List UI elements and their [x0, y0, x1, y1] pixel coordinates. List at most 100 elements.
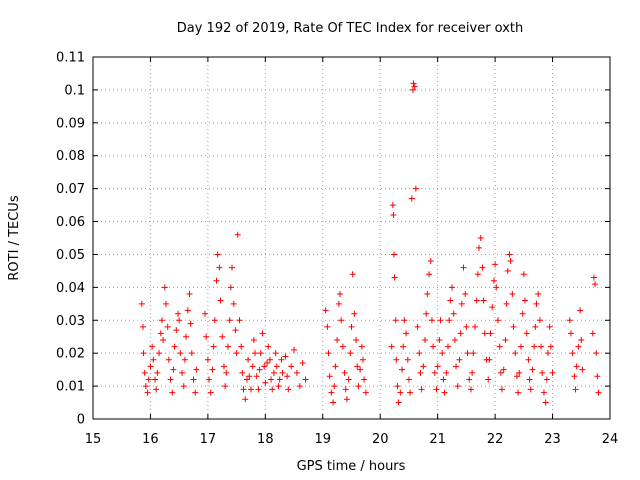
data-point: [232, 327, 239, 334]
data-point: [186, 290, 193, 297]
data-point: [184, 307, 191, 314]
data-point: [293, 369, 300, 376]
data-point: [575, 343, 582, 350]
data-point: [233, 350, 240, 357]
data-point: [153, 386, 160, 393]
data-point: [393, 356, 400, 363]
data-point: [140, 350, 147, 357]
axis-ticks: 15 16 17 18 19 20 21 22 23 24 0 0.01 0.02 0.03 0.04 0.0…: [56, 51, 618, 448]
data-point: [529, 366, 536, 373]
data-point: [462, 290, 469, 297]
data-point: [526, 376, 533, 383]
data-point: [525, 356, 532, 363]
data-point: [493, 284, 500, 291]
x-tick-label: 15: [85, 432, 102, 447]
data-point: [497, 369, 504, 376]
data-point: [571, 373, 578, 380]
data-point: [253, 373, 260, 380]
data-point: [246, 373, 253, 380]
data-point: [502, 337, 509, 344]
data-point: [330, 399, 337, 406]
data-point: [403, 330, 410, 337]
data-point: [543, 376, 550, 383]
data-point: [470, 350, 477, 357]
data-point: [273, 363, 280, 370]
data-point: [158, 317, 165, 324]
y-tick-label: 0: [77, 413, 85, 428]
data-point: [322, 307, 329, 314]
data-point: [507, 258, 514, 265]
data-point: [492, 261, 499, 268]
data-point: [337, 290, 344, 297]
y-tick-label: 0.09: [56, 116, 85, 131]
data-point: [223, 369, 230, 376]
data-point: [335, 300, 342, 307]
data-point: [149, 343, 156, 350]
data-point: [434, 363, 441, 370]
data-point: [206, 376, 213, 383]
data-point: [285, 386, 292, 393]
data-point: [230, 300, 237, 307]
data-point: [229, 264, 236, 271]
data-point: [142, 383, 149, 390]
y-tick-label: 0.08: [56, 149, 85, 164]
data-point: [430, 343, 437, 350]
plot-frame: [92, 56, 611, 420]
data-point: [517, 343, 524, 350]
data-point: [247, 386, 254, 393]
data-point: [489, 304, 496, 311]
data-point: [506, 251, 513, 258]
data-point: [355, 383, 362, 390]
data-point: [456, 356, 463, 363]
data-point: [239, 369, 246, 376]
data-point: [467, 386, 474, 393]
x-tick-label: 21: [429, 432, 446, 447]
data-point: [439, 350, 446, 357]
data-point: [157, 330, 164, 337]
data-point: [513, 373, 520, 380]
data-point: [533, 300, 540, 307]
data-point: [164, 323, 171, 330]
data-point: [257, 350, 264, 357]
data-point: [416, 350, 423, 357]
data-point: [535, 290, 542, 297]
data-point: [284, 373, 291, 380]
data-point: [520, 271, 527, 278]
data-point: [547, 343, 554, 350]
data-point: [324, 323, 331, 330]
data-point: [595, 389, 602, 396]
data-point: [272, 350, 279, 357]
data-point: [500, 366, 507, 373]
x-tick-label: 19: [315, 432, 332, 447]
x-tick-label: 17: [200, 432, 217, 447]
data-point: [472, 323, 479, 330]
data-point: [389, 202, 396, 209]
data-point: [567, 330, 574, 337]
data-point: [278, 356, 285, 363]
chart-title: Day 192 of 2019, Rate Of TEC Index for r…: [177, 21, 524, 36]
data-point: [250, 337, 257, 344]
data-point: [203, 333, 210, 340]
data-point: [224, 343, 231, 350]
data-point: [494, 317, 501, 324]
data-point: [255, 386, 262, 393]
data-point: [422, 337, 429, 344]
data-point: [276, 376, 283, 383]
data-point: [256, 366, 263, 373]
data-point: [291, 346, 298, 353]
data-point: [440, 376, 447, 383]
data-point: [496, 343, 503, 350]
data-point: [211, 317, 218, 324]
data-point: [423, 310, 430, 317]
data-point: [192, 389, 199, 396]
data-point: [592, 281, 599, 288]
y-tick-label: 0.1: [64, 83, 85, 98]
data-point: [436, 337, 443, 344]
data-point: [152, 376, 159, 383]
data-point: [521, 297, 528, 304]
data-point: [326, 373, 333, 380]
data-point: [388, 343, 395, 350]
data-point: [577, 307, 584, 314]
data-point: [144, 389, 151, 396]
data-point: [138, 300, 145, 307]
